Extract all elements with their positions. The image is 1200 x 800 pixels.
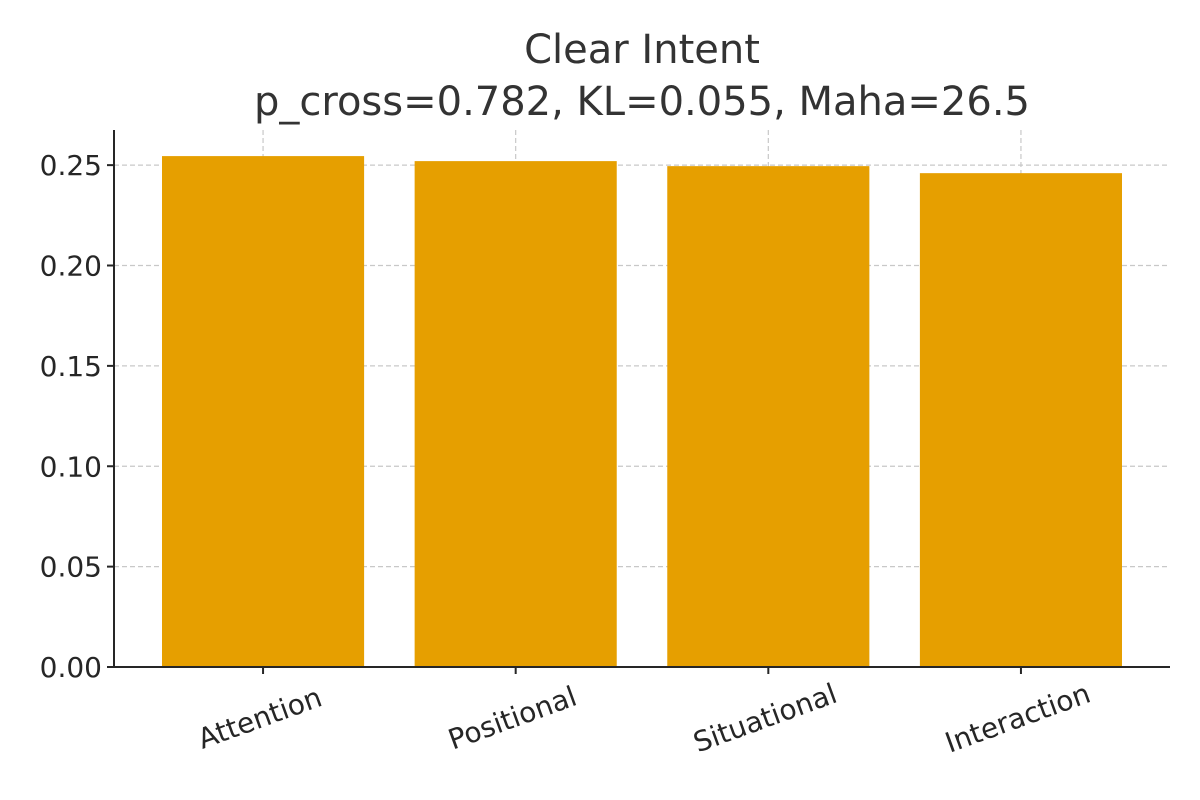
bar <box>919 173 1122 667</box>
bar <box>667 166 870 667</box>
y-tick-label: 0.10 <box>40 450 102 483</box>
y-tick-label: 0.25 <box>40 149 102 182</box>
y-tick-label: 0.20 <box>40 250 102 283</box>
bar <box>162 156 365 667</box>
y-tick-label: 0.05 <box>40 551 102 584</box>
bar <box>414 161 617 667</box>
y-tick-label: 0.15 <box>40 350 102 383</box>
x-tick-label: Attention <box>193 680 326 755</box>
x-tick-label: Situational <box>689 677 841 759</box>
y-tick-label: 0.00 <box>40 651 102 684</box>
chart-title: Clear Intent <box>524 27 760 73</box>
x-tick-label: Interaction <box>941 677 1095 760</box>
x-tick-label: Positional <box>444 680 581 757</box>
chart-subtitle: p_cross=0.782, KL=0.055, Maha=26.5 <box>254 79 1030 125</box>
